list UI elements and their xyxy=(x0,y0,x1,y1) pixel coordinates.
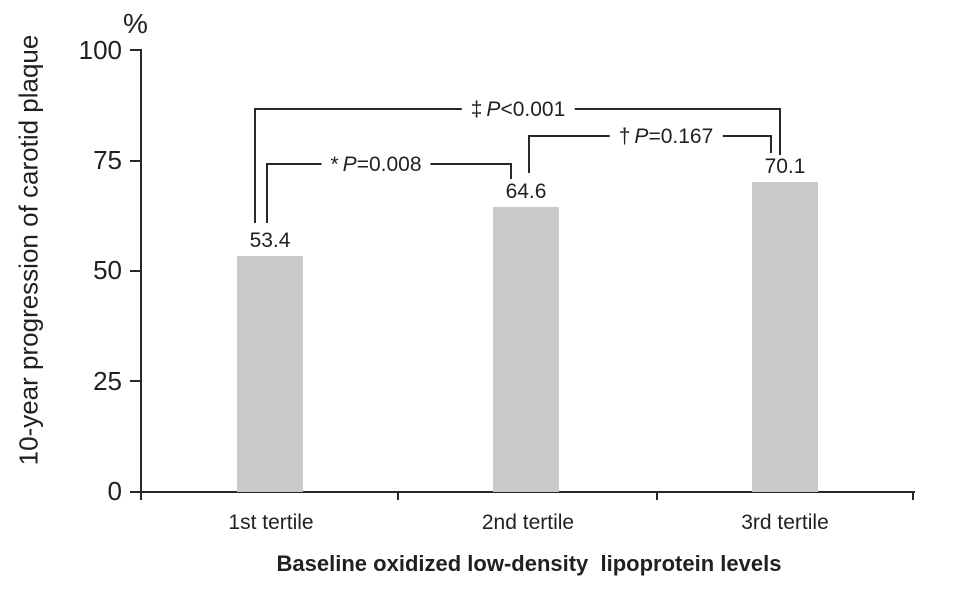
bar-group-3rd-tertile: 70.1 xyxy=(752,155,818,492)
bracket-line xyxy=(770,135,772,153)
bar-value-label: 64.6 xyxy=(505,179,547,203)
x-axis-tick xyxy=(397,491,399,500)
bracket-line xyxy=(779,108,781,155)
bar-group-2nd-tertile: 64.6 xyxy=(493,179,559,492)
y-axis-unit-label: % xyxy=(123,8,148,39)
asterisk-marker: * xyxy=(330,153,339,176)
y-axis-tick-25 xyxy=(130,380,142,382)
bar-value-label: 70.1 xyxy=(764,155,806,179)
y-axis-tick-label: 100 xyxy=(78,35,122,65)
x-category-label: 1st tertile xyxy=(228,511,314,534)
x-category-label: 3rd tertile xyxy=(741,511,829,534)
y-axis-tick-label: 0 xyxy=(107,476,122,506)
y-axis-tick-label: 25 xyxy=(93,366,122,396)
y-axis-tick-50 xyxy=(130,270,142,272)
bar-1st-tertile xyxy=(237,256,303,492)
y-axis-title: 10-year progression of carotid plaque xyxy=(13,34,44,466)
bracket-line xyxy=(528,135,530,173)
x-axis-tick xyxy=(912,491,914,500)
p-value-label: † P=0.167 xyxy=(609,124,723,150)
dagger-double-marker: ‡ xyxy=(470,98,483,121)
bracket-line xyxy=(510,163,512,179)
x-axis-line xyxy=(140,491,915,493)
bar-group-1st-tertile: 53.4 xyxy=(237,229,303,492)
p-value-label: ‡ P<0.001 xyxy=(461,97,575,123)
p-value-label: * P=0.008 xyxy=(321,152,431,178)
y-axis-tick-0 xyxy=(130,491,142,493)
x-axis-title: Baseline oxidized low-density lipoprotei… xyxy=(276,551,782,576)
bracket-line xyxy=(254,108,256,223)
y-axis-line xyxy=(140,50,142,500)
y-axis-tick-label: 50 xyxy=(93,255,122,285)
y-axis-tick-100 xyxy=(130,49,142,51)
bracket-line xyxy=(266,163,268,223)
x-category-label: 2nd tertile xyxy=(481,511,575,534)
bar-value-label: 53.4 xyxy=(249,229,291,252)
y-axis-tick-75 xyxy=(130,160,142,162)
x-axis-tick xyxy=(656,491,658,500)
bar-2nd-tertile xyxy=(493,206,559,492)
bar-3rd-tertile xyxy=(752,182,818,492)
y-axis-tick-label: 75 xyxy=(93,145,122,175)
dagger-marker: † xyxy=(618,125,631,148)
